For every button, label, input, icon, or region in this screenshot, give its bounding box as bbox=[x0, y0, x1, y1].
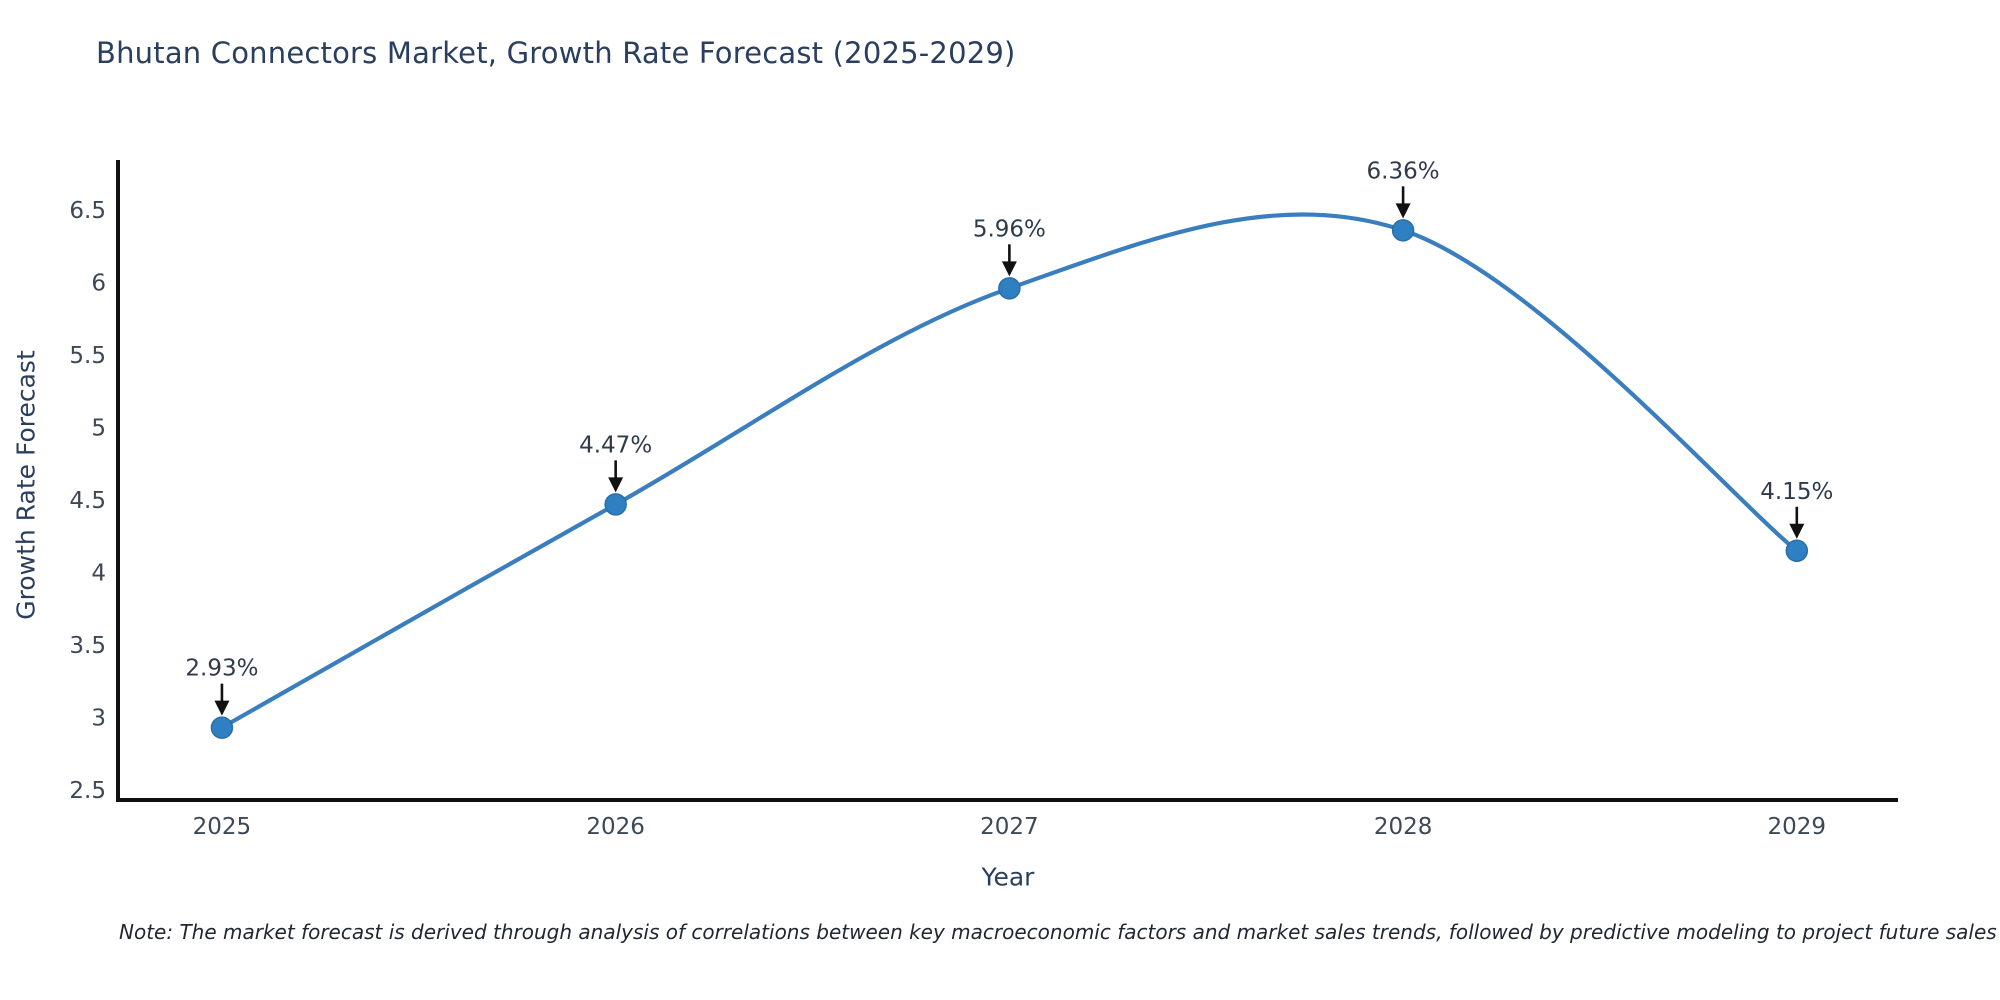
data-point-2029 bbox=[1785, 539, 1809, 563]
y-axis-title: Growth Rate Forecast bbox=[11, 350, 41, 620]
x-axis-title: Year bbox=[981, 862, 1035, 892]
y-tick-label-6.5: 6.5 bbox=[69, 198, 106, 224]
data-point-2027 bbox=[998, 277, 1021, 300]
data-point-2025 bbox=[210, 716, 234, 739]
annotation-label-2026: 4.47% bbox=[579, 432, 652, 458]
y-tick-label-4: 4 bbox=[91, 561, 106, 587]
x-tick-label-2028: 2028 bbox=[1374, 814, 1433, 840]
annotation-label-2027: 5.96% bbox=[973, 216, 1046, 242]
x-tick-label-2025: 2025 bbox=[193, 814, 252, 840]
y-tick-label-6: 6 bbox=[91, 271, 106, 297]
annotation-arrowhead-2028 bbox=[1395, 203, 1411, 219]
annotation-arrowhead-2029 bbox=[1789, 523, 1805, 539]
data-point-2028 bbox=[1391, 219, 1415, 242]
x-tick-label-2029: 2029 bbox=[1768, 814, 1827, 840]
annotation-label-2025: 2.93% bbox=[185, 656, 258, 682]
y-tick-label-2.5: 2.5 bbox=[69, 778, 106, 804]
footnote: Note: The market forecast is derived thr… bbox=[119, 920, 1997, 944]
chart-title: Bhutan Connectors Market, Growth Rate Fo… bbox=[96, 36, 1016, 70]
data-point-2026 bbox=[604, 493, 627, 516]
x-tick-label-2026: 2026 bbox=[586, 814, 645, 840]
x-tick-label-2027: 2027 bbox=[980, 814, 1039, 840]
annotation-label-2029: 4.15% bbox=[1760, 479, 1833, 505]
y-tick-label-5.5: 5.5 bbox=[69, 343, 106, 369]
annotation-arrowhead-2027 bbox=[1001, 261, 1017, 277]
y-tick-label-3: 3 bbox=[91, 705, 106, 731]
annotation-arrowhead-2026 bbox=[608, 477, 624, 493]
y-tick-label-4.5: 4.5 bbox=[69, 488, 106, 514]
y-tick-label-5: 5 bbox=[91, 416, 106, 442]
annotation-arrowhead-2025 bbox=[214, 700, 230, 716]
annotation-label-2028: 6.36% bbox=[1367, 158, 1440, 184]
y-tick-label-3.5: 3.5 bbox=[69, 633, 106, 659]
